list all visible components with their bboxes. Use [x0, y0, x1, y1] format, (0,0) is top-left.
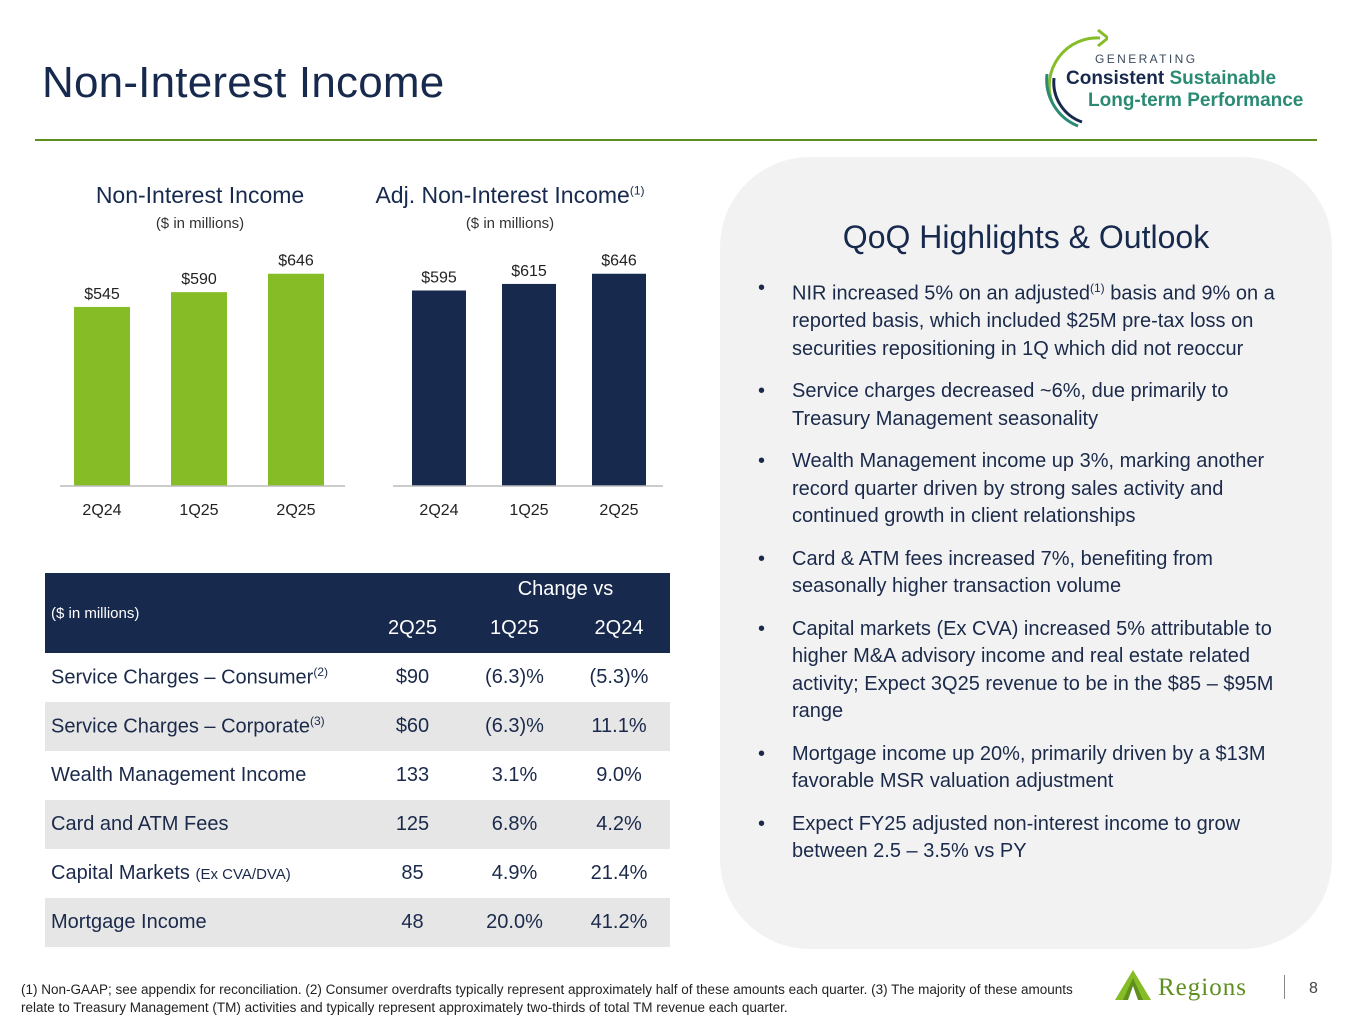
circular-arrow-icon — [1045, 28, 1108, 128]
adj-nii-title-sup: (1) — [629, 183, 645, 198]
row-label: Service Charges – Consumer(2) — [51, 665, 329, 689]
col-header-1q25: 1Q25 — [461, 604, 568, 653]
table-row: Capital Markets (Ex CVA/DVA) 85 4.9% 21.… — [45, 849, 670, 898]
row-value: 133 — [395, 764, 430, 786]
logo-line-1: Consistent Sustainable — [1066, 68, 1276, 90]
row-change-1q25: 6.8% — [461, 800, 568, 849]
table-header-blank — [364, 573, 461, 604]
highlight-item: • NIR increased 5% on an adjusted(1) basi… — [758, 277, 1275, 360]
highlight-item: • Service charges decreased ~6%, due prim… — [758, 380, 1229, 430]
regions-wordmark: Regions — [1158, 974, 1247, 1001]
bar-2Q24 — [74, 306, 130, 486]
table-unit-label: ($ in millions) — [45, 573, 364, 653]
bar-2Q25 — [592, 273, 646, 486]
adj-nii-chart-title: Adj. Non-Interest Income(1) — [350, 182, 670, 209]
table-row: Card and ATM Fees 125 6.8% 4.2% — [45, 800, 670, 849]
highlights-list: • NIR increased 5% on an adjusted(1) basi… — [758, 275, 1298, 881]
table-row: Wealth Management Income 133 3.1% 9.0% — [45, 751, 670, 800]
table-row: Service Charges – Consumer(2) $90 (6.3)%… — [45, 653, 670, 702]
tick-label-2Q24: 2Q24 — [419, 502, 458, 519]
adj-nii-chart-subtitle: ($ in millions) — [465, 215, 555, 232]
bar-1Q25 — [171, 292, 227, 486]
title-divider — [35, 139, 1317, 141]
adj-nii-bar-chart: $595 2Q24 $615 1Q25 $646 2Q25 — [393, 253, 663, 519]
row-value: $90 — [395, 666, 430, 688]
footer-separator — [1284, 975, 1285, 999]
data-label-2Q24: $545 — [84, 286, 120, 303]
row-change-2q24: 21.4% — [590, 862, 648, 884]
col-header-2q25: 2Q25 — [364, 604, 461, 653]
page-title: Non-Interest Income — [42, 58, 445, 107]
row-change-1q25: 20.0% — [461, 898, 568, 947]
row-change-1q25: (6.3)% — [461, 702, 568, 751]
tick-label-2Q24: 2Q24 — [82, 502, 121, 519]
bar-2Q24 — [412, 290, 466, 486]
highlights-panel: QoQ Highlights & Outlook • NIR increased … — [720, 157, 1332, 949]
row-change-2q24: 4.2% — [568, 800, 670, 849]
data-label-1Q25: $590 — [181, 271, 217, 288]
row-value: 48 — [364, 898, 461, 947]
adj-nii-chart: Adj. Non-Interest Income(1) ($ in millio… — [368, 180, 688, 530]
data-label-2Q25: $646 — [278, 253, 314, 270]
row-change-2q24: 9.0% — [596, 764, 642, 786]
tick-label-1Q25: 1Q25 — [179, 502, 218, 519]
logo-line-2: Long-term Performance — [1088, 90, 1304, 111]
nii-chart-title: Non-Interest Income — [95, 182, 305, 208]
row-label: Wealth Management Income — [51, 764, 307, 786]
nii-chart: Non-Interest Income ($ in millions) $545… — [60, 180, 345, 530]
logo-sustainable: Sustainable — [1169, 68, 1277, 89]
highlight-item: • Card & ATM fees increased 7%, benefitin… — [758, 547, 1213, 598]
highlight-item: • Capital markets (Ex CVA) increased 5% a… — [758, 617, 1274, 723]
row-change-1q25: 4.9% — [491, 862, 538, 884]
highlight-item: • Wealth Management income up 3%, marking… — [758, 450, 1265, 528]
bar-2Q25 — [268, 273, 324, 486]
regions-logo: Regions — [1113, 968, 1293, 1004]
adj-nii-title-text: Adj. Non-Interest Income — [375, 182, 630, 208]
highlight-item: • Mortgage income up 20%, primarily drive… — [758, 742, 1266, 793]
row-value: 125 — [364, 800, 461, 849]
row-change-2q24: (5.3)% — [589, 666, 649, 688]
tick-label-2Q25: 2Q25 — [599, 502, 638, 519]
row-change-1q25: (6.3)% — [485, 666, 544, 688]
tick-label-2Q25: 2Q25 — [276, 502, 315, 519]
nii-bar-chart: $545 2Q24 $590 1Q25 $646 2Q25 — [60, 253, 345, 519]
income-table: ($ in millions) Change vs 2Q25 1Q25 2Q24… — [45, 573, 670, 947]
bar-1Q25 — [502, 283, 556, 486]
table-row: Mortgage Income 48 20.0% 41.2% — [45, 898, 670, 947]
highlights-title: QoQ Highlights & Outlook — [842, 219, 1210, 255]
logo-consistent: Consistent — [1066, 68, 1165, 89]
row-value: $60 — [364, 702, 461, 751]
row-change-1q25: 3.1% — [491, 764, 538, 786]
data-label-1Q25: $615 — [511, 263, 547, 280]
row-label: Card and ATM Fees — [45, 800, 364, 849]
row-value: 85 — [401, 862, 424, 884]
nii-chart-subtitle: ($ in millions) — [155, 215, 245, 232]
data-label-2Q24: $595 — [421, 270, 457, 287]
page-number: 8 — [1309, 980, 1318, 997]
data-label-2Q25: $646 — [601, 253, 637, 270]
footnote: (1) Non-GAAP; see appendix for reconcili… — [21, 982, 1073, 1015]
row-label: Mortgage Income — [45, 898, 364, 947]
logo-generating-text: GENERATING — [1095, 52, 1198, 66]
table-change-vs: Change vs — [461, 573, 670, 604]
table-row: Service Charges – Corporate(3) $60 (6.3)… — [45, 702, 670, 751]
generating-performance-logo: GENERATING Consistent Sustainable Long-t… — [1038, 26, 1323, 132]
regions-pyramid-icon — [1115, 970, 1151, 1000]
row-label: Capital Markets (Ex CVA/DVA) — [51, 862, 291, 884]
col-header-2q24: 2Q24 — [568, 604, 670, 653]
row-change-2q24: 11.1% — [568, 702, 670, 751]
tick-label-1Q25: 1Q25 — [509, 502, 548, 519]
row-change-2q24: 41.2% — [568, 898, 670, 947]
highlight-item: • Expect FY25 adjusted non-interest incom… — [758, 812, 1241, 863]
row-label: Service Charges – Corporate(3) — [45, 702, 364, 751]
